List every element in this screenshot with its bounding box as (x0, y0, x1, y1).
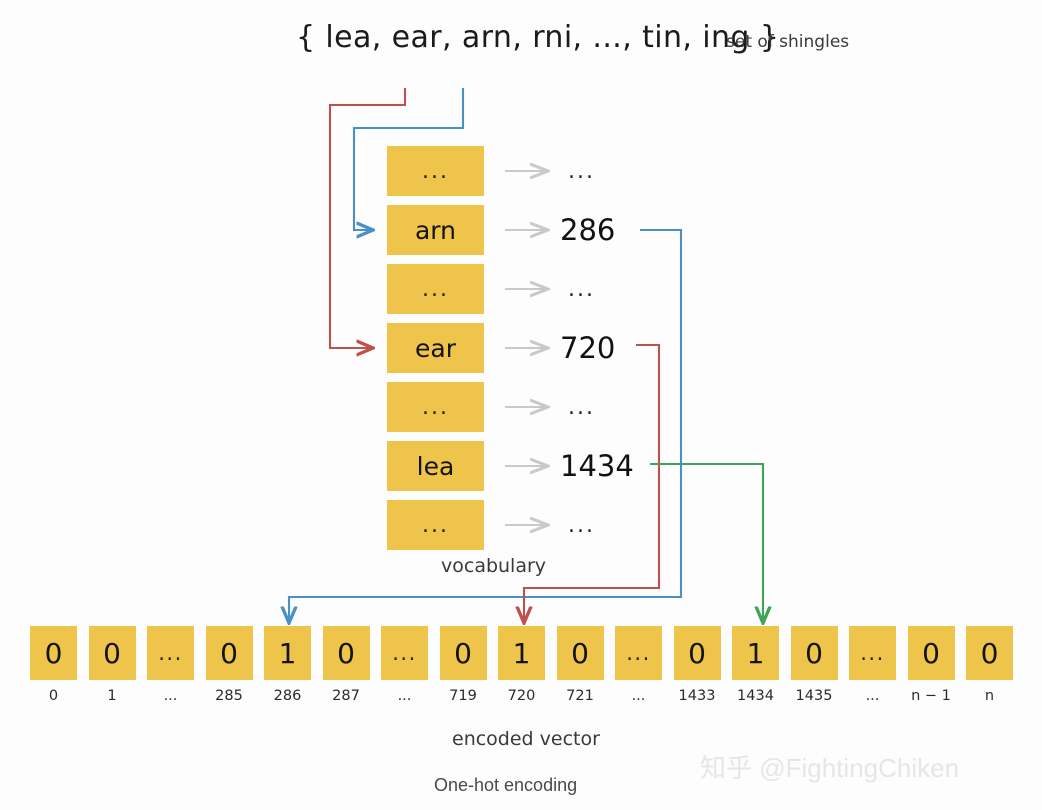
vocabulary-token-id: ... (568, 158, 595, 184)
vector-cell: 0 (205, 626, 253, 680)
vector-index-label: ... (631, 688, 646, 704)
vocabulary-label: vocabulary (441, 555, 547, 577)
vocabulary-token-box: ear (387, 323, 484, 373)
vocabulary-token-id: 1434 (560, 449, 634, 483)
vocabulary-token-box: ... (387, 500, 484, 550)
vector-index-label: 1435 (795, 688, 833, 704)
vocabulary-token-id: 720 (560, 331, 616, 365)
vector-cell: 0 (673, 626, 721, 680)
vector-index-label: 719 (449, 688, 477, 704)
vector-index-label: 285 (215, 688, 243, 704)
vector-cell: ... (615, 626, 662, 680)
vector-cell: ... (849, 626, 896, 680)
vector-index-label: 1434 (737, 688, 774, 704)
vector-cell: ... (381, 626, 428, 680)
watermark: 知乎 @FightingChiken (700, 753, 960, 783)
vector-index-label: 286 (273, 688, 302, 704)
vocabulary-token-box: ... (387, 264, 484, 314)
vocabulary-token-id: ... (568, 276, 595, 302)
vector-cell-hot: 1 (498, 626, 545, 680)
vector-cell: 0 (790, 626, 838, 680)
vector-cell: ... (147, 626, 194, 680)
vocabulary-token-id: ... (568, 394, 595, 420)
vocabulary-token-box: lea (387, 441, 484, 491)
vector-cell: 0 (322, 626, 370, 680)
vector-index-label: ... (163, 688, 178, 704)
vector-index-label: 721 (566, 688, 594, 704)
vector-index-label: 0 (48, 688, 59, 704)
vocabulary-token-box: ... (387, 146, 484, 196)
vector-cell-hot: 1 (732, 626, 779, 680)
vector-index-label: n − 1 (911, 688, 951, 704)
vector-cell: 0 (30, 626, 77, 680)
vector-cell-hot: 1 (264, 626, 311, 680)
vector-cell: 0 (966, 626, 1013, 680)
vector-cell: 0 (439, 626, 487, 680)
vector-index-label: 1 (107, 688, 117, 704)
vector-index-label: ... (397, 688, 412, 704)
vector-index-label: 287 (332, 688, 360, 704)
vector-index-label: 1433 (678, 688, 716, 704)
vocabulary-token-box: arn (387, 205, 484, 255)
vector-cell: 0 (88, 626, 136, 680)
vocabulary-token-box: ... (387, 382, 484, 432)
vocabulary-token-id: 286 (560, 213, 616, 247)
vector-index-label: ... (865, 688, 880, 704)
shingle-set-label: set of shingles (726, 32, 850, 52)
encoded-vector-row: 0 0... 0 1 0... 0 1 0... 0 1 0... 0 0 (30, 626, 1013, 680)
shingle-set-text: { lea, ear, arn, rni, ..., tin, ing } (296, 20, 780, 55)
vector-cell: 0 (907, 626, 955, 680)
vocabulary-token-id: ... (568, 512, 595, 538)
figure-caption: One-hot encoding (434, 775, 578, 795)
vector-cell: 0 (556, 626, 604, 680)
vector-index-label: n (984, 688, 995, 704)
encoded-vector-label: encoded vector (452, 728, 600, 750)
vector-index-label: 720 (507, 688, 536, 704)
